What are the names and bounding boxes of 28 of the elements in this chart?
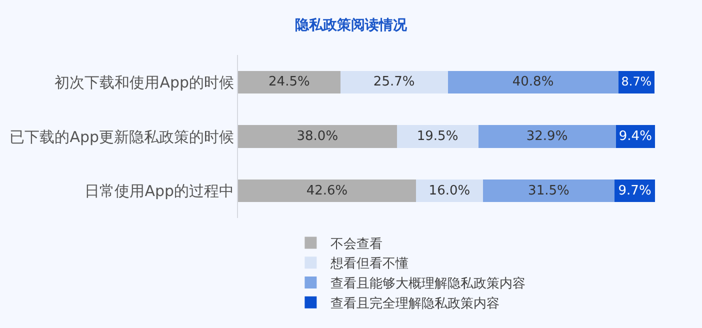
- data-label: 42.6%: [306, 183, 348, 198]
- data-label: 9.7%: [618, 183, 652, 198]
- y-tick-label: 已下载的App更新隐私政策的时候: [10, 128, 234, 146]
- data-label: 32.9%: [526, 129, 568, 144]
- data-label: 16.0%: [428, 183, 470, 198]
- bar: [396, 125, 478, 148]
- bar: [238, 125, 397, 148]
- bar: [482, 179, 615, 202]
- bar: [238, 70, 340, 94]
- legend-label: 想看但看不懂: [330, 256, 409, 272]
- bar: [478, 125, 616, 148]
- legend-label: 不会查看: [330, 236, 383, 252]
- bar: [340, 70, 448, 94]
- y-tick-label: 初次下载和使用App的时候: [54, 73, 234, 92]
- data-label: 8.7%: [621, 74, 652, 88]
- data-label: 9.4%: [618, 129, 652, 144]
- bar: [238, 179, 416, 202]
- legend-label: 查看且能够大概理解隐私政策内容: [330, 276, 526, 292]
- y-tick-label: 日常使用App的过程中: [84, 182, 234, 200]
- data-label: 24.5%: [268, 74, 310, 90]
- chart-title: 隐私政策阅读情况: [295, 17, 408, 34]
- data-label: 31.5%: [528, 183, 570, 198]
- legend-label: 查看且完全理解隐私政策内容: [330, 296, 500, 312]
- data-label: 19.5%: [416, 129, 458, 144]
- bar: [448, 70, 618, 94]
- data-label: 38.0%: [296, 129, 338, 144]
- data-label: 40.8%: [512, 74, 554, 90]
- data-label: 25.7%: [373, 74, 415, 90]
